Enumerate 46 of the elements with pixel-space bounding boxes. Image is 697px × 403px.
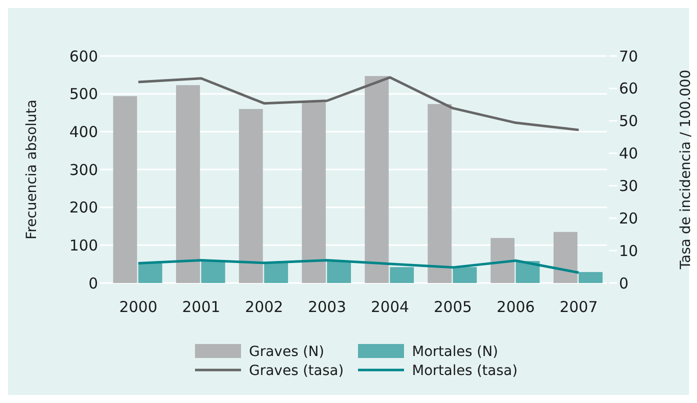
bar	[113, 96, 138, 283]
x-tick-label: 2006	[496, 298, 535, 316]
bar	[138, 262, 162, 283]
y-tick-label: 600	[69, 47, 98, 66]
y-tick-label: 300	[69, 160, 98, 179]
y-tick-label: 500	[69, 85, 98, 104]
bar	[364, 76, 389, 283]
bar	[302, 102, 326, 283]
line-series	[137, 259, 580, 274]
y2-tick-label: 0	[619, 274, 629, 292]
y2-tick-label: 20	[619, 209, 638, 228]
x-tick-label: 2003	[308, 298, 346, 316]
y2-tick-label: 10	[619, 242, 638, 260]
y2-tick-label: 30	[619, 176, 638, 195]
y2-tick-label: 70	[619, 47, 638, 66]
bar	[176, 85, 200, 283]
bar	[578, 272, 603, 283]
bar	[201, 261, 226, 283]
x-tick-label: 2000	[119, 298, 158, 316]
bar	[428, 104, 452, 283]
y-tick-label: 0	[88, 274, 98, 292]
legend-label: Mortales (N)	[412, 344, 498, 360]
x-tick-label: 2002	[245, 298, 284, 316]
x-tick-label: 2001	[182, 298, 220, 316]
bar	[238, 108, 263, 283]
y-tick-label: 200	[69, 198, 98, 217]
bar	[554, 232, 578, 283]
y-axis-title: Frecuencia absoluta	[24, 100, 40, 240]
y2-tick-label: 40	[619, 144, 638, 163]
bar	[390, 267, 414, 283]
y2-axis-title: Tasa de incidencia / 100.000	[678, 70, 694, 270]
line-series	[137, 76, 580, 132]
y2-tick-label: 50	[619, 112, 638, 130]
bar	[452, 267, 477, 283]
legend-label: Graves (N)	[249, 344, 324, 360]
bar	[327, 261, 351, 283]
bar	[490, 238, 515, 283]
x-tick-label: 2007	[560, 298, 598, 316]
x-tick-label: 2005	[434, 298, 472, 316]
legend-label: Mortales (tasa)	[412, 362, 518, 379]
legend-label: Graves (tasa)	[249, 362, 344, 379]
y-tick-label: 400	[69, 122, 98, 141]
y-tick-label: 100	[69, 236, 98, 254]
x-tick-label: 2004	[370, 298, 410, 316]
bar	[264, 262, 288, 283]
y2-tick-label: 60	[619, 80, 638, 98]
